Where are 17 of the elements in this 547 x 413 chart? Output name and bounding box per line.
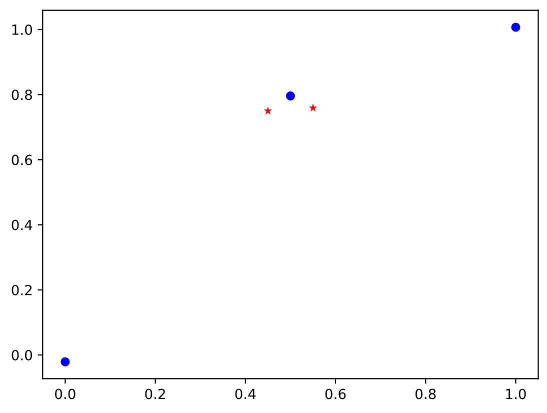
point bbox=[264, 106, 272, 114]
point bbox=[308, 104, 318, 112]
x-tick-label: 0.2 bbox=[145, 388, 165, 400]
x-tick-label: 0.4 bbox=[235, 388, 256, 400]
point bbox=[511, 22, 520, 32]
x-tick-label: 0.8 bbox=[415, 388, 436, 400]
y-tick-label: 0.2 bbox=[12, 284, 32, 296]
y-tick-label: 0.0 bbox=[12, 350, 32, 360]
y-tick-label: 0.6 bbox=[12, 154, 32, 166]
point bbox=[60, 357, 70, 366]
x-tick-label: 1.0 bbox=[506, 388, 526, 400]
y-tick-label: 1.0 bbox=[12, 24, 32, 35]
y-tick-label: 0.8 bbox=[12, 90, 32, 100]
point bbox=[286, 91, 295, 100]
x-tick-label: 0.6 bbox=[325, 388, 346, 400]
y-tick-label: 0.4 bbox=[12, 220, 32, 230]
x-tick-label: 0.0 bbox=[55, 388, 76, 400]
